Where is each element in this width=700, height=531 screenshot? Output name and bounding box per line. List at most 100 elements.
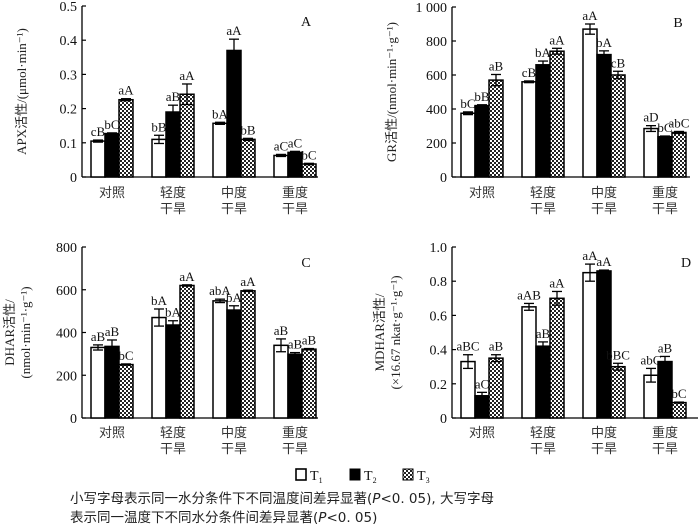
bar-t2 [535, 64, 551, 178]
significance-label: abA [209, 283, 231, 298]
y-tick-label: 800 [56, 241, 77, 256]
bar-t2 [287, 353, 303, 419]
bar-t2 [104, 132, 120, 178]
category-label: 干旱 [591, 442, 617, 457]
y-tick-label: 0 [70, 412, 77, 427]
y-tick-label: 400 [56, 327, 77, 342]
panel-A: 0 0.1 0.2 0.3 0.4 0.5 A APX活性/(μmol·min⁻¹) cB bB b… [14, 0, 318, 217]
significance-label: aC [288, 135, 302, 150]
y-tick-label: 1.0 [430, 241, 448, 256]
y-tick-label: 0.1 [60, 137, 78, 152]
legend-label-t2: T2 [364, 469, 377, 485]
y-tick-label: 0.4 [60, 34, 78, 49]
legend-swatch-t2 [349, 468, 361, 481]
significance-label: bC [104, 117, 119, 132]
bar-t1 [273, 154, 289, 178]
category-label: 重度 [282, 425, 308, 441]
bar-t3 [118, 98, 134, 178]
bar-t2 [165, 111, 181, 178]
category-label: 干旱 [160, 202, 186, 217]
bar-t2 [535, 345, 551, 419]
legend-swatch-t1 [295, 468, 307, 481]
significance-label: bB [151, 119, 167, 134]
category-label: 对照 [99, 426, 125, 441]
y-tick-label: 200 [426, 137, 447, 152]
y-axis-label: GR活性/(nmol·min⁻¹·g⁻¹) [384, 22, 399, 162]
category-label: 重度 [282, 185, 308, 201]
figure-note: 小写字母表示同一水分条件下不同温度间差异显著(P<0. 05), 大写字母 表示… [70, 490, 494, 528]
legend: T1 T2 T3 [295, 468, 430, 485]
y-axis-label: APX活性/(μmol·min⁻¹) [14, 28, 29, 155]
y-tick-label: 0.5 [60, 0, 78, 15]
significance-label: cB [91, 124, 106, 139]
bar-t1 [460, 360, 476, 419]
y-tick-label: 1 000 [416, 1, 448, 16]
significance-label: bC [301, 147, 316, 162]
significance-label: aB [536, 326, 551, 341]
bar-t2 [287, 151, 303, 178]
category-label: 干旱 [652, 202, 678, 217]
y-tick-label: 0.6 [430, 309, 448, 324]
bar-t2 [226, 309, 242, 419]
legend-label-t1: T1 [310, 469, 323, 485]
category-label: 轻度 [160, 185, 186, 201]
panel-D: 0 0.2 0.4 0.6 0.8 1.0 D MDHAR活性/(×16.67 nkat·g⁻… [372, 241, 698, 457]
bar-t3 [488, 79, 504, 178]
bar-t1 [643, 127, 659, 178]
category-label: 干旱 [591, 202, 617, 217]
y-axis-label: MDHAR活性/(×16.67 nkat·g⁻¹·g⁻¹) [372, 275, 403, 389]
bar-t3 [671, 401, 687, 419]
bar-t1 [521, 306, 537, 419]
panel-label: B [673, 16, 682, 31]
bar-t3 [610, 74, 626, 178]
panel-label: D [681, 256, 691, 271]
bar-t3 [488, 357, 504, 419]
category-label: 中度 [221, 185, 247, 201]
category-label: 中度 [591, 185, 617, 201]
significance-label: aC [274, 138, 288, 153]
y-tick-label: 600 [426, 69, 447, 84]
bar-t2 [657, 135, 673, 178]
category-label: 重度 [652, 425, 678, 441]
category-label: 干旱 [652, 442, 678, 457]
significance-label: aA [582, 248, 598, 263]
bar-t3 [301, 348, 317, 419]
note-line-2: 表示同一温度下不同水分条件间差异显著(P<0. 05) [70, 510, 378, 526]
significance-label: aB [91, 329, 106, 344]
significance-label: cB [522, 65, 537, 80]
y-tick-label: 600 [56, 284, 77, 299]
bar-t2 [104, 345, 120, 419]
category-label: 干旱 [282, 202, 308, 217]
bar-t3 [118, 363, 134, 419]
significance-label: aB [166, 89, 181, 104]
significance-label: aA [118, 83, 134, 98]
bar-t1 [582, 28, 598, 178]
category-label: 干旱 [530, 442, 556, 457]
significance-label: bA [535, 45, 552, 60]
bar-t2 [596, 270, 612, 419]
category-label: 干旱 [160, 442, 186, 457]
category-label: 对照 [99, 186, 125, 201]
category-label: 中度 [591, 425, 617, 441]
bar-t3 [240, 138, 256, 178]
y-tick-label: 0.2 [430, 378, 448, 393]
significance-label: bC [118, 348, 133, 363]
bar-t2 [474, 104, 490, 178]
bar-t2 [226, 49, 242, 178]
category-label: 干旱 [530, 202, 556, 217]
significance-label: bC [671, 386, 686, 401]
significance-label: aB [489, 58, 504, 73]
significance-label: bB [240, 122, 256, 137]
significance-label: aB [658, 340, 673, 355]
category-label: 干旱 [221, 442, 247, 457]
bar-t1 [151, 316, 167, 419]
bar-t3 [610, 365, 626, 419]
panel-C: 0 200 400 600 800 C DHAR活性/(nmol·min⁻¹·g⁻¹) aB b… [2, 241, 318, 457]
bar-t1 [90, 140, 106, 178]
y-axis-label: DHAR活性/(nmol·min⁻¹·g⁻¹) [2, 286, 33, 378]
significance-label: aB [302, 333, 317, 348]
significance-label: aA [179, 269, 195, 284]
y-tick-label: 0.3 [60, 68, 78, 83]
y-tick-label: 0 [440, 171, 447, 186]
